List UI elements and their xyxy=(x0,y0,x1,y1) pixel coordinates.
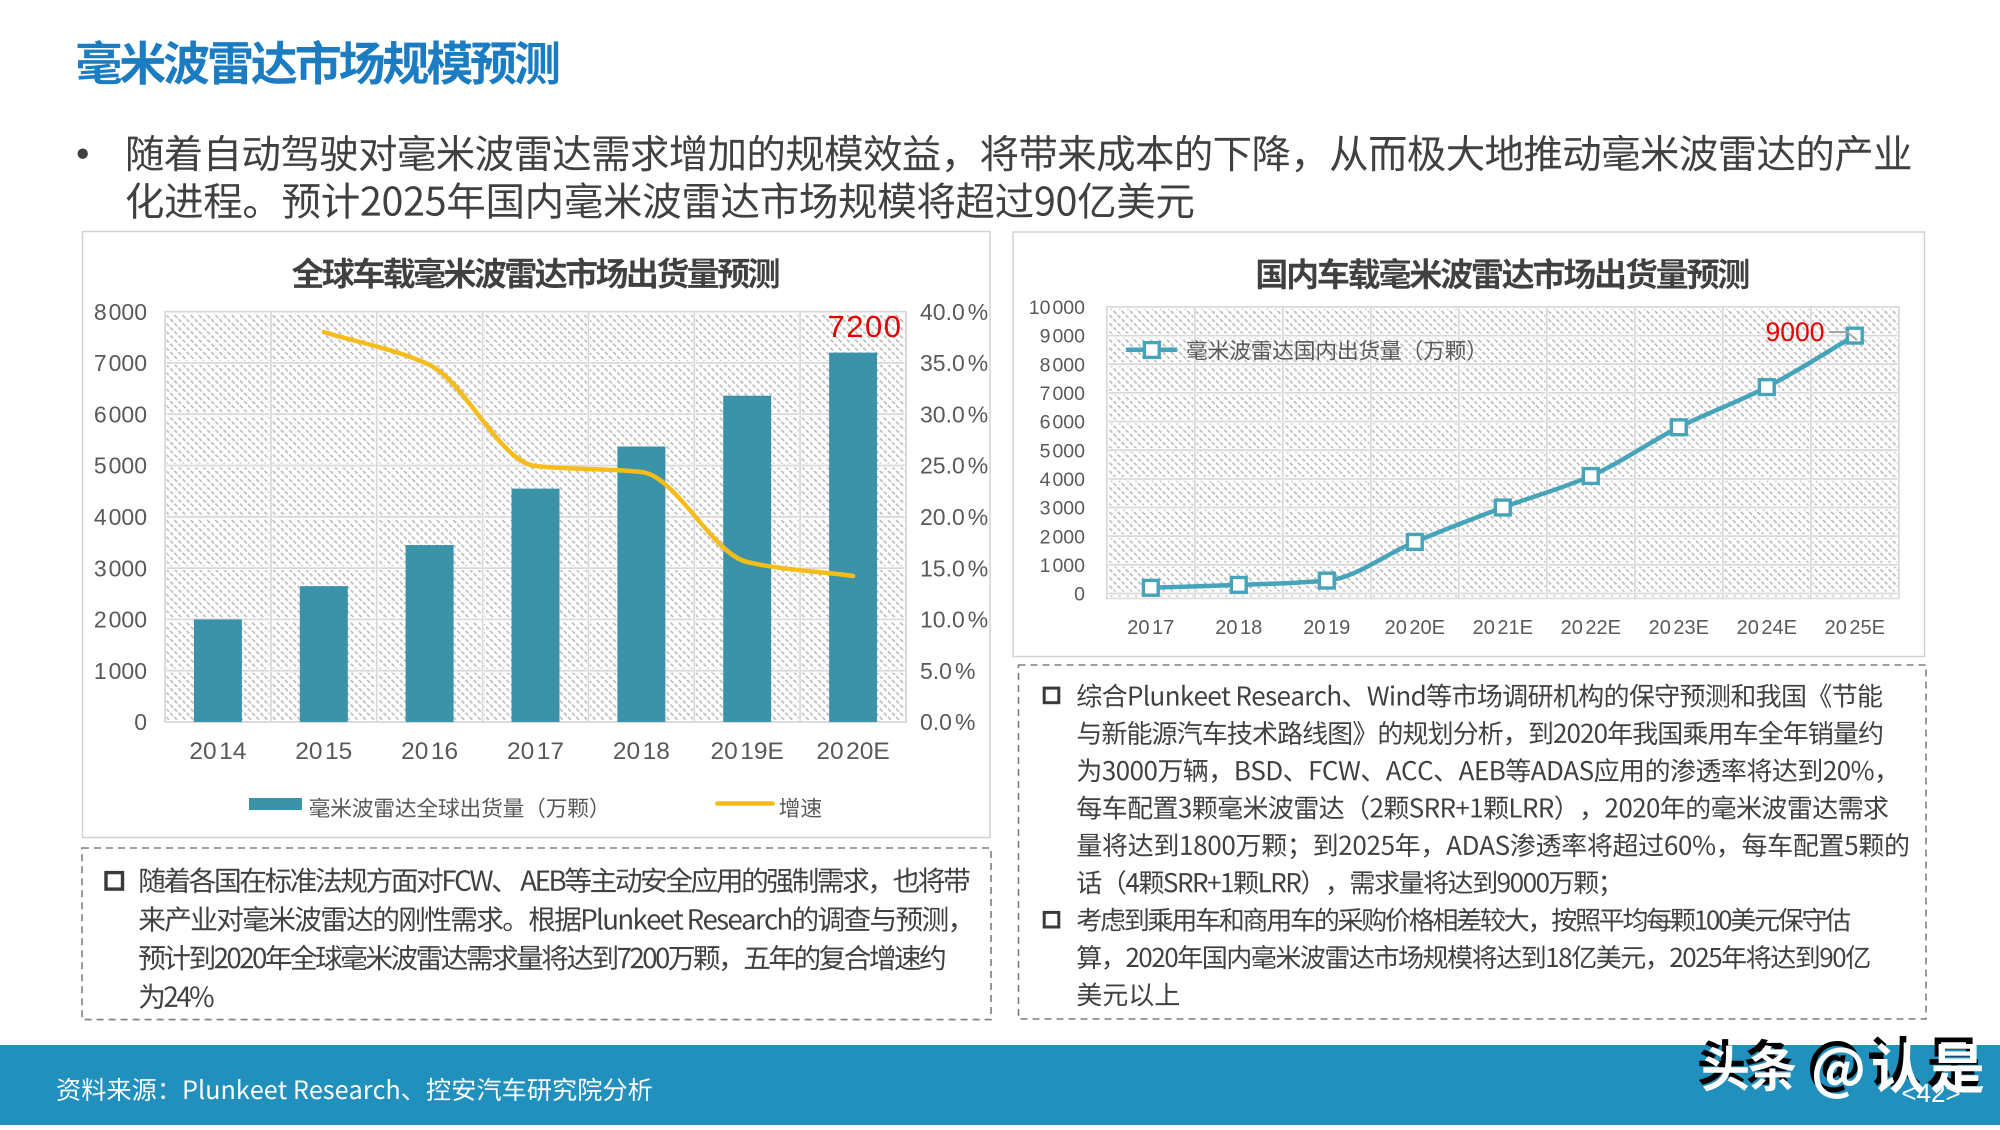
svg-text:1000: 1000 xyxy=(1040,555,1086,577)
svg-text:15.0%: 15.0% xyxy=(920,555,988,581)
svg-text:5000: 5000 xyxy=(94,453,147,479)
svg-text:9000: 9000 xyxy=(1040,326,1086,348)
svg-text:0: 0 xyxy=(134,709,147,735)
svg-text:0: 0 xyxy=(1074,584,1085,606)
svg-text:25.0%: 25.0% xyxy=(920,453,988,479)
svg-text:7200: 7200 xyxy=(828,309,903,344)
svg-text:8000: 8000 xyxy=(94,299,147,325)
svg-text:7000: 7000 xyxy=(94,350,147,376)
svg-text:4000: 4000 xyxy=(1040,469,1086,491)
svg-text:10.0%: 10.0% xyxy=(920,607,988,633)
svg-text:4000: 4000 xyxy=(94,504,147,530)
svg-text:30.0%: 30.0% xyxy=(920,401,988,427)
svg-text:0.0%: 0.0% xyxy=(920,709,975,735)
svg-text:6000: 6000 xyxy=(94,401,147,427)
svg-text:3000: 3000 xyxy=(1040,498,1086,520)
svg-text:8000: 8000 xyxy=(1040,354,1086,376)
svg-text:9000: 9000 xyxy=(1766,317,1825,347)
svg-text:7000: 7000 xyxy=(1040,383,1086,405)
svg-text:5.0%: 5.0% xyxy=(920,658,975,684)
svg-text:2000: 2000 xyxy=(94,607,147,633)
svg-text:40.0%: 40.0% xyxy=(920,299,988,325)
svg-text:6000: 6000 xyxy=(1040,412,1086,434)
svg-text:2000: 2000 xyxy=(1040,526,1086,548)
svg-text:20.0%: 20.0% xyxy=(920,504,988,530)
svg-text:3000: 3000 xyxy=(94,555,147,581)
svg-text:5000: 5000 xyxy=(1040,440,1086,462)
svg-text:1000: 1000 xyxy=(94,658,147,684)
svg-text:35.0%: 35.0% xyxy=(920,350,988,376)
